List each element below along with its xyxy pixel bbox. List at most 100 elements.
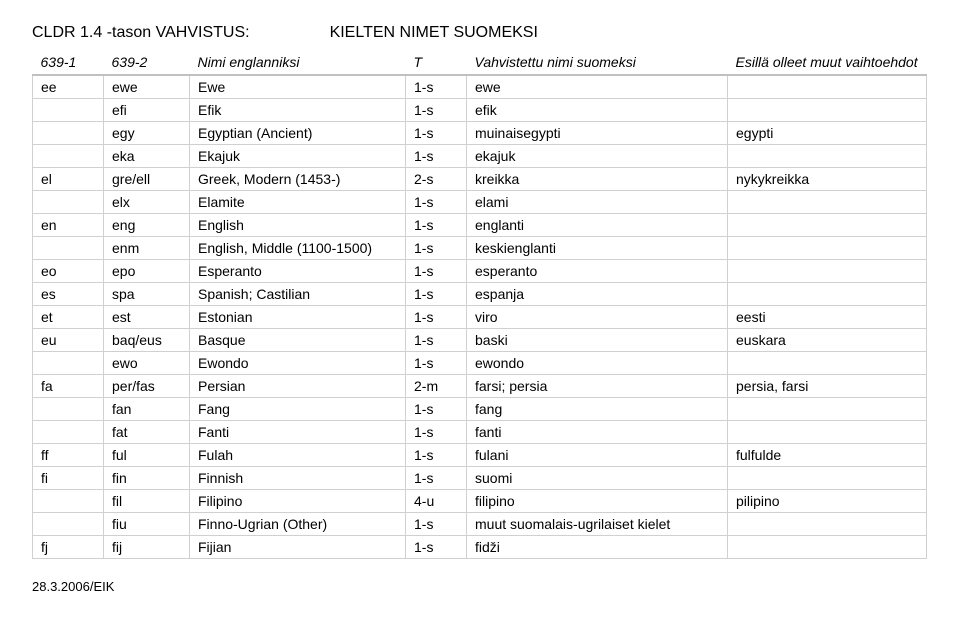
language-table: 639-1 639-2 Nimi englanniksi T Vahvistet… xyxy=(32,50,927,559)
footer-date: 28.3.2006/EIK xyxy=(32,579,927,594)
table-cell: persia, farsi xyxy=(728,375,927,398)
table-cell: Fanti xyxy=(190,421,406,444)
table-cell: 1-s xyxy=(406,191,467,214)
table-cell: viro xyxy=(467,306,728,329)
table-cell: keskienglanti xyxy=(467,237,728,260)
table-cell xyxy=(728,260,927,283)
table-cell: spa xyxy=(104,283,190,306)
table-cell xyxy=(728,75,927,99)
table-row: ewoEwondo1-sewondo xyxy=(33,352,927,375)
table-cell: 1-s xyxy=(406,536,467,559)
col-header-t: T xyxy=(406,50,467,75)
table-cell xyxy=(728,398,927,421)
table-cell xyxy=(33,122,104,145)
table-cell xyxy=(33,99,104,122)
table-row: fifinFinnish1-ssuomi xyxy=(33,467,927,490)
header-right: KIELTEN NIMET SUOMEKSI xyxy=(330,24,538,42)
table-cell: ekajuk xyxy=(467,145,728,168)
table-cell xyxy=(728,352,927,375)
table-cell: gre/ell xyxy=(104,168,190,191)
table-cell: 1-s xyxy=(406,283,467,306)
table-cell: 1-s xyxy=(406,306,467,329)
table-row: eoepoEsperanto1-sesperanto xyxy=(33,260,927,283)
table-row: fiuFinno-Ugrian (Other)1-smuut suomalais… xyxy=(33,513,927,536)
table-cell: eo xyxy=(33,260,104,283)
table-row: faper/fasPersian2-mfarsi; persiapersia, … xyxy=(33,375,927,398)
table-row: elxElamite1-selami xyxy=(33,191,927,214)
table-cell: 4-u xyxy=(406,490,467,513)
table-cell: Finno-Ugrian (Other) xyxy=(190,513,406,536)
table-cell: fang xyxy=(467,398,728,421)
table-cell: fulfulde xyxy=(728,444,927,467)
table-cell: fanti xyxy=(467,421,728,444)
table-row: enengEnglish1-senglanti xyxy=(33,214,927,237)
table-row: egyEgyptian (Ancient)1-smuinaisegyptiegy… xyxy=(33,122,927,145)
table-cell: Basque xyxy=(190,329,406,352)
table-cell: 1-s xyxy=(406,421,467,444)
table-row: fatFanti1-sfanti xyxy=(33,421,927,444)
table-cell: pilipino xyxy=(728,490,927,513)
table-row: efiEfik1-sefik xyxy=(33,99,927,122)
table-cell: fulani xyxy=(467,444,728,467)
table-cell: nykykreikka xyxy=(728,168,927,191)
table-cell: Greek, Modern (1453-) xyxy=(190,168,406,191)
table-cell: English, Middle (1100-1500) xyxy=(190,237,406,260)
table-row: filFilipino4-ufilipinopilipino xyxy=(33,490,927,513)
table-cell: est xyxy=(104,306,190,329)
table-cell: eu xyxy=(33,329,104,352)
table-header-row: 639-1 639-2 Nimi englanniksi T Vahvistet… xyxy=(33,50,927,75)
table-cell: elx xyxy=(104,191,190,214)
table-cell: eka xyxy=(104,145,190,168)
table-cell xyxy=(33,237,104,260)
table-cell: Fulah xyxy=(190,444,406,467)
table-cell: ewondo xyxy=(467,352,728,375)
table-cell: Elamite xyxy=(190,191,406,214)
table-row: fjfijFijian1-sfidži xyxy=(33,536,927,559)
table-cell xyxy=(33,490,104,513)
document-header: CLDR 1.4 -tason VAHVISTUS: KIELTEN NIMET… xyxy=(32,24,927,42)
table-cell: 1-s xyxy=(406,145,467,168)
table-cell: el xyxy=(33,168,104,191)
table-cell xyxy=(33,145,104,168)
table-row: ekaEkajuk1-sekajuk xyxy=(33,145,927,168)
table-cell xyxy=(728,536,927,559)
table-cell: englanti xyxy=(467,214,728,237)
table-cell xyxy=(728,513,927,536)
table-cell xyxy=(728,99,927,122)
table-cell: efik xyxy=(467,99,728,122)
table-cell xyxy=(728,467,927,490)
table-cell: egy xyxy=(104,122,190,145)
table-cell: efi xyxy=(104,99,190,122)
table-row: enmEnglish, Middle (1100-1500)1-skeskien… xyxy=(33,237,927,260)
table-cell: es xyxy=(33,283,104,306)
table-cell: Persian xyxy=(190,375,406,398)
table-cell: Spanish; Castilian xyxy=(190,283,406,306)
table-row: esspaSpanish; Castilian1-sespanja xyxy=(33,283,927,306)
table-cell: 1-s xyxy=(406,444,467,467)
table-cell: baq/eus xyxy=(104,329,190,352)
table-row: etestEstonian1-sviroeesti xyxy=(33,306,927,329)
table-cell xyxy=(33,352,104,375)
table-cell: et xyxy=(33,306,104,329)
table-cell xyxy=(33,191,104,214)
table-cell: fiu xyxy=(104,513,190,536)
table-cell: Fijian xyxy=(190,536,406,559)
table-cell: 1-s xyxy=(406,467,467,490)
table-row: elgre/ellGreek, Modern (1453-)2-skreikka… xyxy=(33,168,927,191)
table-cell: kreikka xyxy=(467,168,728,191)
table-cell: filipino xyxy=(467,490,728,513)
table-cell: Estonian xyxy=(190,306,406,329)
table-cell xyxy=(33,513,104,536)
table-cell: Esperanto xyxy=(190,260,406,283)
table-cell: 2-m xyxy=(406,375,467,398)
table-cell: euskara xyxy=(728,329,927,352)
table-cell: ewo xyxy=(104,352,190,375)
table-cell: en xyxy=(33,214,104,237)
table-cell: Egyptian (Ancient) xyxy=(190,122,406,145)
table-cell: Ewondo xyxy=(190,352,406,375)
table-cell: ee xyxy=(33,75,104,99)
table-cell: ff xyxy=(33,444,104,467)
table-cell: ewe xyxy=(104,75,190,99)
table-cell: esperanto xyxy=(467,260,728,283)
table-cell: eng xyxy=(104,214,190,237)
